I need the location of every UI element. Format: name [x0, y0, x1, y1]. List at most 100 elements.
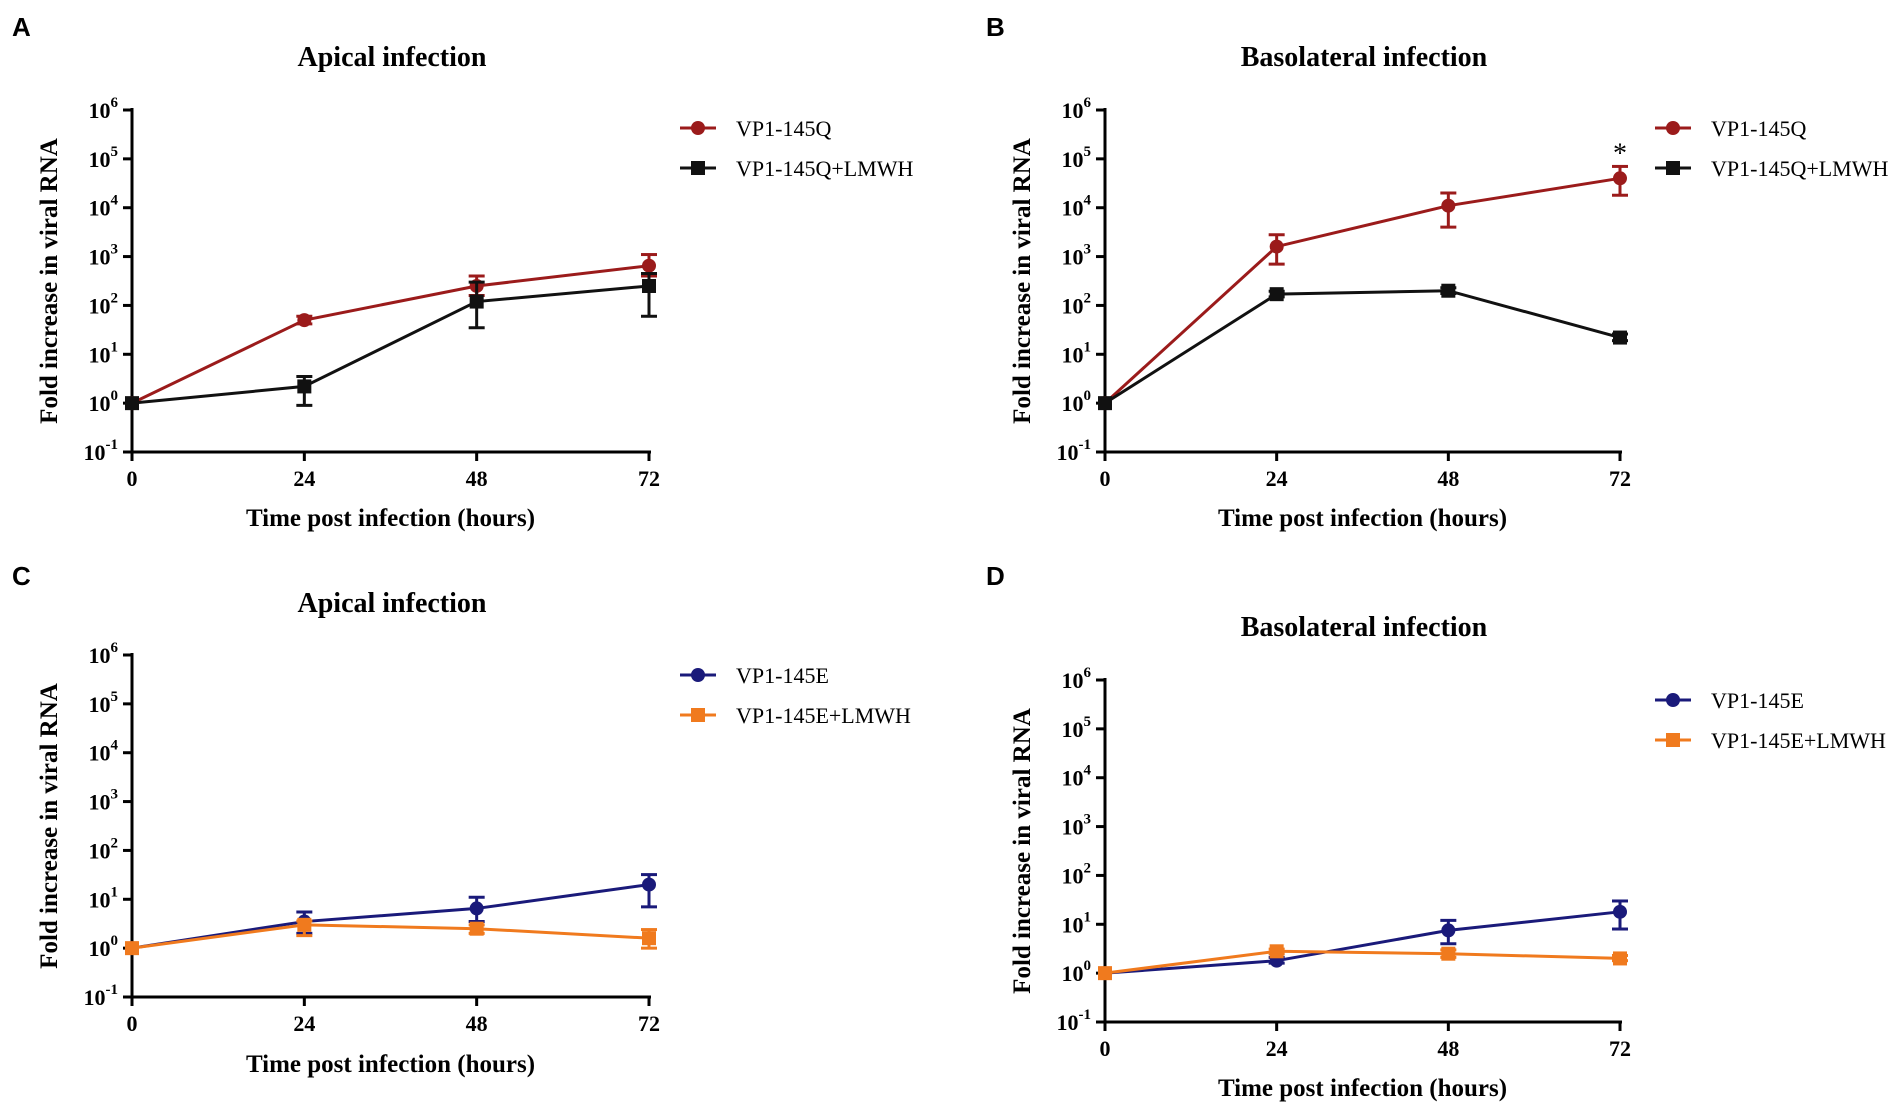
y-tick-label: 102: [1062, 290, 1092, 318]
x-tick-label: 72: [1609, 466, 1631, 491]
data-point: [1098, 396, 1112, 411]
data-point: [1613, 951, 1627, 966]
series-line: [131, 883, 650, 950]
data-point: [1269, 287, 1284, 302]
chart-title: Apical infection: [298, 588, 487, 619]
y-tick-label: 100: [1062, 388, 1092, 416]
y-tick-label: 104: [1062, 763, 1092, 791]
x-tick-label: 72: [638, 1011, 660, 1036]
series-line: [1104, 949, 1621, 975]
x-tick-label: 48: [1437, 466, 1459, 491]
y-tick-label: 100: [89, 388, 119, 416]
y-tick-label: 102: [89, 290, 119, 318]
y-tick-label: 101: [89, 339, 119, 367]
x-axis-label: Time post infection (hours): [1218, 505, 1507, 532]
legend-marker: [1666, 733, 1680, 747]
panel-label: B: [986, 12, 1005, 42]
legend-marker: [691, 708, 705, 722]
legend-label: VP1-145E: [1711, 688, 1804, 713]
series-vp1-145q: [125, 253, 657, 411]
y-tick-label: 10-1: [1057, 1007, 1092, 1035]
chart-title: Basolateral infection: [1241, 42, 1488, 73]
legend-label: VP1-145Q+LMWH: [1711, 156, 1889, 181]
data-point: [125, 941, 139, 956]
data-point: [1613, 330, 1627, 345]
data-point: [1269, 239, 1284, 254]
chart-title: Apical infection: [298, 42, 487, 73]
y-tick-label: 106: [1062, 665, 1092, 693]
y-tick-label: 100: [89, 933, 119, 961]
panel-label: C: [12, 561, 31, 591]
data-point: [1098, 966, 1112, 981]
series-line: [1104, 910, 1621, 975]
data-point: [642, 278, 656, 293]
legend-marker: [691, 121, 705, 135]
series-vp1-145e: [1098, 899, 1628, 981]
x-axis-label: Time post infection (hours): [1218, 1075, 1507, 1102]
y-tick-label: 105: [1062, 144, 1092, 172]
data-point: [1441, 946, 1456, 961]
legend-marker: [1666, 693, 1680, 707]
y-tick-label: 106: [1062, 95, 1092, 123]
chart-panel-a: A Apical infection 10-1 100 101 102 103 104 105 1…: [12, 12, 914, 532]
series-line: [131, 284, 650, 405]
y-tick-label: 104: [89, 193, 119, 221]
y-tick-label: 105: [89, 689, 119, 717]
y-tick-label: 103: [89, 242, 119, 270]
legend-label: VP1-145Q+LMWH: [736, 156, 914, 181]
legend-label: VP1-145E+LMWH: [736, 703, 911, 728]
data-point: [297, 917, 312, 932]
series-vp1-145q-lmwh: [1098, 283, 1628, 411]
chart-panel-c: C Apical infection 10-1 100 101 102 103 104 105 1…: [12, 561, 911, 1078]
x-tick-label: 24: [293, 1011, 315, 1036]
series-vp1-145e-lmwh: [125, 917, 657, 956]
y-tick-label: 10-1: [84, 437, 119, 465]
legend-label: VP1-145E: [736, 663, 829, 688]
y-axis-label: Fold increase in viral RNA: [1009, 138, 1036, 424]
y-tick-label: 10-1: [1057, 437, 1092, 465]
y-axis-label: Fold increase in viral RNA: [1009, 708, 1036, 994]
y-axis-label: Fold increase in viral RNA: [36, 138, 63, 424]
y-tick-label: 101: [1062, 909, 1092, 937]
x-tick-label: 72: [1609, 1036, 1631, 1061]
data-point: [1441, 198, 1456, 213]
panel-label: D: [986, 561, 1005, 591]
series-line: [1104, 289, 1621, 405]
data-point: [1269, 944, 1284, 959]
y-tick-label: 10-1: [84, 982, 119, 1010]
x-axis-label: Time post infection (hours): [246, 505, 535, 532]
x-tick-label: 48: [466, 1011, 488, 1036]
data-point: [642, 877, 656, 892]
y-tick-label: 104: [1062, 193, 1092, 221]
y-tick-label: 103: [89, 787, 119, 815]
x-tick-label: 24: [1266, 466, 1288, 491]
series-vp1-145q: [1098, 164, 1628, 411]
data-point: [469, 901, 484, 916]
legend-label: VP1-145Q: [1711, 116, 1806, 141]
y-tick-label: 101: [1062, 339, 1092, 367]
series-vp1-145q-lmwh: [125, 272, 657, 411]
series-vp1-145e: [125, 873, 657, 956]
panel-label: A: [12, 12, 31, 42]
y-tick-label: 106: [89, 95, 119, 123]
x-tick-label: 0: [127, 466, 138, 491]
data-point: [469, 294, 484, 309]
y-axis-label: Fold increase in viral RNA: [36, 683, 63, 969]
x-tick-label: 48: [466, 466, 488, 491]
series-line: [131, 264, 650, 405]
data-point: [1613, 904, 1627, 919]
legend-label: VP1-145Q: [736, 116, 831, 141]
y-tick-label: 101: [89, 884, 119, 912]
y-tick-label: 102: [89, 835, 119, 863]
y-tick-label: 103: [1062, 242, 1092, 270]
y-tick-label: 104: [89, 738, 119, 766]
significance-annotation: *: [1613, 138, 1627, 169]
data-point: [642, 258, 656, 273]
data-point: [297, 313, 312, 328]
data-point: [1441, 923, 1456, 938]
data-point: [1441, 283, 1456, 298]
data-point: [297, 379, 312, 394]
y-tick-label: 103: [1062, 812, 1092, 840]
legend-marker: [691, 668, 705, 682]
